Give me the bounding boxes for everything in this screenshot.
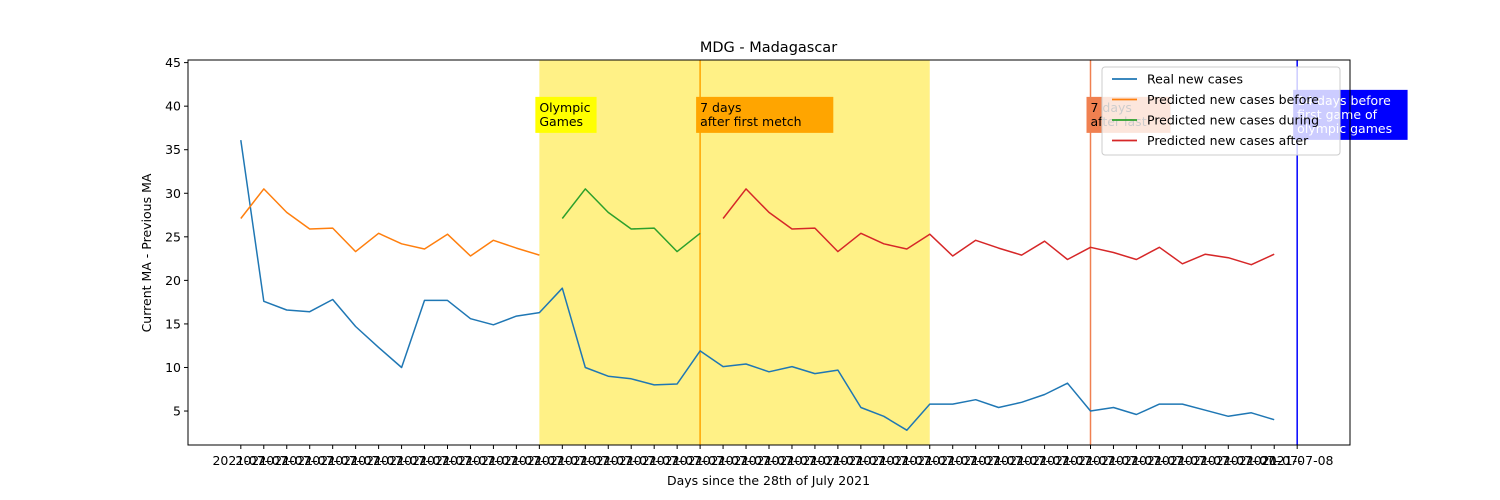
x-tick-label: 2021-07- (832, 453, 889, 468)
x-tick-label: 2021-07- (901, 453, 958, 468)
x-tick-label: 2021-07- (534, 453, 591, 468)
x-tick-label: 2021-07- (1177, 453, 1234, 468)
x-tick-label: 2021-07- (465, 453, 522, 468)
legend-entry: Predicted new cases before (1147, 92, 1319, 107)
x-tick-label: 2021-07- (212, 453, 269, 468)
x-tick-label: 2021-07- (1085, 453, 1142, 468)
x-tick-label: 2021-07- (993, 453, 1050, 468)
x-tick-label: 2021-07- (1062, 453, 1119, 468)
x-tick-label: 2021-07- (258, 453, 315, 468)
x-tick-label: 2021-07-08 (1261, 453, 1334, 468)
series-line-4 (722, 188, 1275, 266)
series-line-1 (240, 139, 1275, 431)
x-tick-label: 2021-07- (419, 453, 476, 468)
x-tick-label: 2021-07- (695, 453, 752, 468)
y-tick-label: 10 (165, 360, 181, 375)
x-tick-label: 2021-07- (787, 453, 844, 468)
x-tick-label: 2021-07- (327, 453, 384, 468)
series-line-3 (561, 188, 701, 253)
x-tick-label: 2021-07- (741, 453, 798, 468)
chart-title: MDG - Madagascar (700, 40, 837, 56)
y-tick-label: 20 (165, 273, 181, 288)
annotation-box (696, 96, 834, 133)
x-tick-label: 2021-07- (924, 453, 981, 468)
x-tick-label: 2021-07- (626, 453, 683, 468)
x-tick-label: 2021-07- (1016, 453, 1073, 468)
legend-entry: Predicted new cases after (1147, 133, 1309, 148)
x-tick-label: 2021-07- (1246, 453, 1303, 468)
x-tick-label: 2021-07- (1131, 453, 1188, 468)
x-tick-label: 2021-07- (603, 453, 660, 468)
y-tick-label: 15 (165, 316, 181, 331)
x-tick-label: 2021-07- (281, 453, 338, 468)
y-tick-label: 35 (165, 142, 181, 157)
x-tick-label: 2021-07- (764, 453, 821, 468)
x-tick-label: 2021-07- (1223, 453, 1280, 468)
series-line-2 (240, 188, 540, 257)
x-tick-label: 2021-07- (580, 453, 637, 468)
x-tick-label: 2021-07- (672, 453, 729, 468)
legend-entry: Predicted new cases during (1147, 113, 1319, 128)
y-tick-label: 5 (173, 404, 181, 419)
x-tick-label: 2021-07- (557, 453, 614, 468)
annotation-text: 7 days (700, 100, 741, 115)
x-tick-label: 2021-07- (878, 453, 935, 468)
x-tick-label: 2021-07- (970, 453, 1027, 468)
y-axis-label: Current MA - Previous MA (139, 173, 154, 332)
annotation-text: after first metch (700, 114, 802, 129)
annotation-text: Games (539, 114, 583, 129)
x-tick-label: 2021-07- (1154, 453, 1211, 468)
x-tick-label: 2021-07- (235, 453, 292, 468)
x-tick-label: 2021-07- (396, 453, 453, 468)
annotation-text: Olympic (539, 100, 590, 115)
x-tick-label: 2021-07- (488, 453, 545, 468)
x-tick-label: 2021-07- (1200, 453, 1257, 468)
legend: Real new cases Predicted new cases before… (1101, 66, 1341, 156)
y-tick-label: 25 (165, 229, 181, 244)
x-tick-label: 2021-07- (304, 453, 361, 468)
x-tick-label: 2021-07- (1108, 453, 1165, 468)
x-tick-label: 2021-07- (855, 453, 912, 468)
x-tick-label: 2021-07- (810, 453, 867, 468)
x-tick-label: 2021-07- (511, 453, 568, 468)
x-tick-label: 2021-07- (947, 453, 1004, 468)
x-axis-label: Days since the 28th of July 2021 (667, 473, 870, 488)
x-tick-label: 2021-07- (373, 453, 430, 468)
y-tick-label: 30 (165, 186, 181, 201)
y-tick-label: 45 (165, 55, 181, 70)
legend-box (1101, 66, 1341, 156)
legend-entry: Real new cases (1147, 72, 1243, 87)
x-tick-label: 2021-07- (1039, 453, 1096, 468)
annotation-box (535, 96, 597, 133)
x-tick-label: 2021-07- (718, 453, 775, 468)
y-tick-label: 40 (165, 99, 181, 114)
x-tick-label: 2021-07- (442, 453, 499, 468)
x-tick-label: 2021-07- (350, 453, 407, 468)
x-tick-label: 2021-07- (649, 453, 706, 468)
